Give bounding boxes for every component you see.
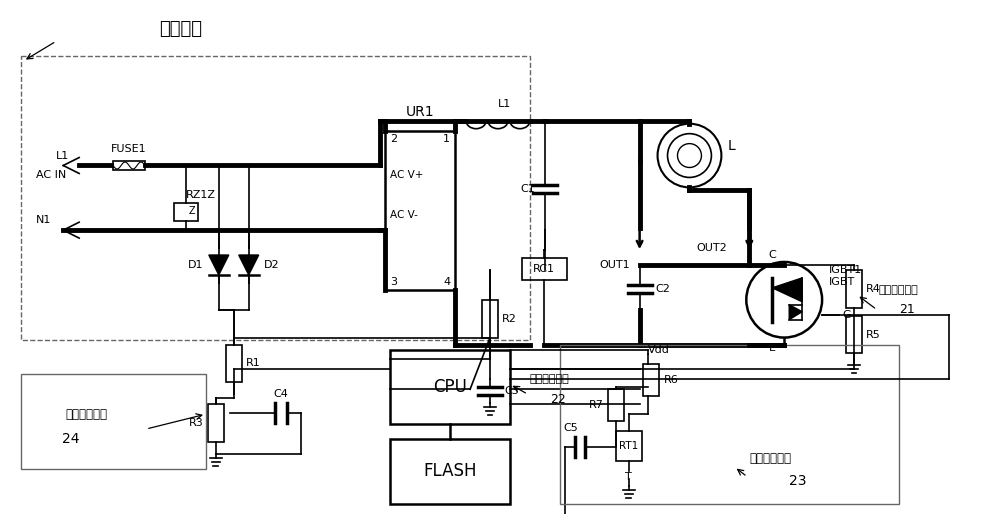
Bar bbox=[390, 439, 510, 504]
Text: AC IN: AC IN bbox=[36, 170, 67, 180]
Bar bbox=[616, 431, 642, 461]
Text: Z: Z bbox=[189, 206, 195, 216]
Polygon shape bbox=[772, 278, 802, 302]
Text: IGBT1: IGBT1 bbox=[829, 265, 862, 275]
Text: 2: 2 bbox=[390, 134, 397, 144]
Text: C4: C4 bbox=[273, 389, 288, 399]
Bar bbox=[21, 374, 206, 469]
Text: RZ1Z: RZ1Z bbox=[186, 191, 216, 200]
Text: R2: R2 bbox=[502, 314, 517, 323]
Text: E: E bbox=[769, 342, 776, 352]
Text: R6: R6 bbox=[664, 375, 678, 385]
Text: CPU: CPU bbox=[433, 378, 467, 396]
Text: C5: C5 bbox=[563, 423, 578, 433]
Bar bbox=[208, 404, 224, 442]
Text: 24: 24 bbox=[62, 432, 80, 446]
Bar bbox=[522, 258, 567, 280]
Bar bbox=[390, 350, 510, 424]
Text: R3: R3 bbox=[189, 418, 204, 428]
Bar bbox=[174, 203, 198, 221]
Text: C3: C3 bbox=[504, 386, 519, 396]
Text: FUSE1: FUSE1 bbox=[111, 144, 147, 153]
Text: R4: R4 bbox=[866, 284, 881, 294]
Polygon shape bbox=[209, 255, 229, 275]
Text: UR1: UR1 bbox=[406, 105, 435, 119]
Text: C: C bbox=[768, 250, 776, 260]
Text: 1: 1 bbox=[443, 134, 450, 144]
Text: 电压检测电路: 电压检测电路 bbox=[879, 285, 919, 295]
Bar bbox=[846, 316, 862, 353]
Text: C2: C2 bbox=[656, 284, 670, 294]
Text: AC V+: AC V+ bbox=[390, 170, 424, 180]
Text: IGBT: IGBT bbox=[829, 277, 855, 287]
Polygon shape bbox=[239, 255, 259, 275]
Bar bbox=[226, 345, 242, 382]
Text: C1: C1 bbox=[520, 184, 535, 194]
Text: 供电单元: 供电单元 bbox=[159, 20, 202, 38]
Text: G: G bbox=[842, 310, 851, 320]
Text: 3: 3 bbox=[390, 277, 397, 287]
Text: 21: 21 bbox=[899, 303, 915, 316]
Bar bbox=[385, 131, 455, 290]
Bar bbox=[560, 345, 899, 504]
Text: L: L bbox=[727, 139, 735, 152]
Text: N1: N1 bbox=[36, 215, 52, 225]
Text: Vdd: Vdd bbox=[648, 345, 669, 354]
Text: FLASH: FLASH bbox=[423, 462, 477, 480]
Text: 22: 22 bbox=[550, 393, 566, 406]
Text: R7: R7 bbox=[589, 400, 604, 410]
Bar bbox=[643, 365, 659, 396]
Text: L1: L1 bbox=[56, 150, 69, 161]
Bar bbox=[608, 389, 624, 421]
Text: OUT1: OUT1 bbox=[599, 260, 630, 270]
Text: D2: D2 bbox=[264, 260, 279, 270]
Text: T: T bbox=[625, 472, 632, 482]
Text: R1: R1 bbox=[246, 358, 260, 368]
Text: 浪涌检测电路: 浪涌检测电路 bbox=[65, 408, 107, 421]
Bar bbox=[482, 300, 498, 337]
Text: 电流检测电路: 电流检测电路 bbox=[530, 374, 570, 384]
Text: R5: R5 bbox=[866, 330, 881, 339]
Text: D1: D1 bbox=[188, 260, 204, 270]
Text: OUT2: OUT2 bbox=[697, 243, 727, 253]
Text: 4: 4 bbox=[443, 277, 450, 287]
Text: RT1: RT1 bbox=[619, 441, 638, 451]
Text: AC V-: AC V- bbox=[390, 210, 418, 220]
Bar bbox=[113, 161, 145, 170]
Text: 23: 23 bbox=[789, 474, 807, 488]
Text: L1: L1 bbox=[498, 99, 512, 109]
Text: RC1: RC1 bbox=[533, 264, 555, 274]
Polygon shape bbox=[789, 305, 802, 320]
Text: 温度检测电路: 温度检测电路 bbox=[749, 452, 791, 466]
Bar bbox=[846, 270, 862, 308]
Bar bbox=[21, 56, 530, 339]
